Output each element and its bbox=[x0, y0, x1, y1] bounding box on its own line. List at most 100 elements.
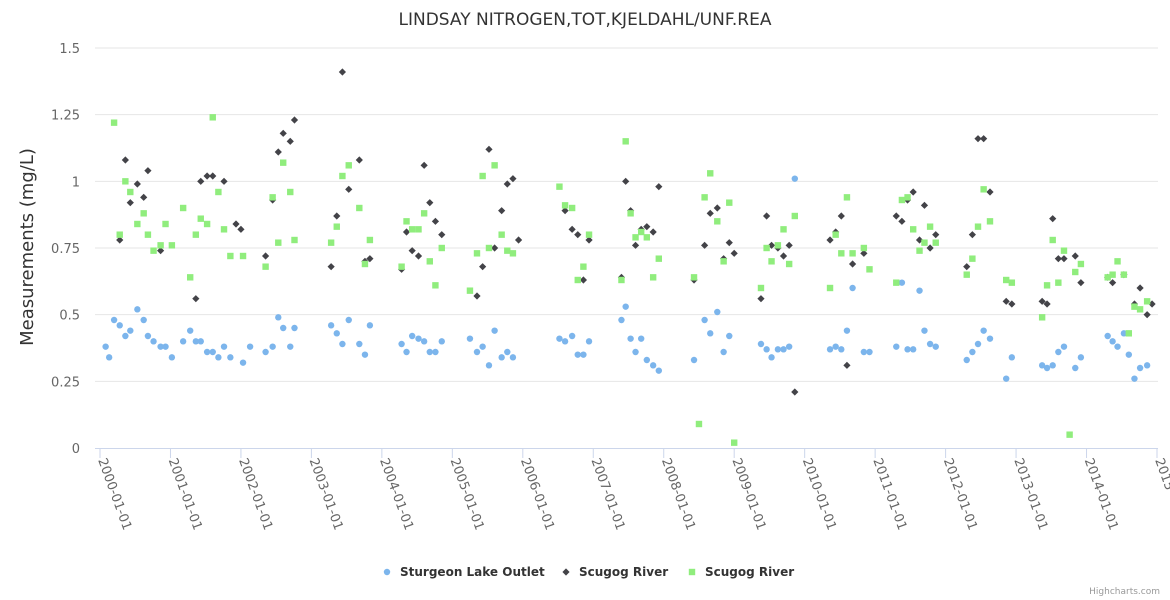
data-point bbox=[327, 263, 335, 271]
data-point bbox=[643, 234, 651, 241]
data-point bbox=[838, 346, 845, 353]
data-point bbox=[725, 239, 733, 247]
data-point bbox=[1054, 255, 1062, 263]
data-point bbox=[649, 362, 657, 369]
x-tick-label: 2001-01-01 bbox=[165, 456, 205, 532]
data-point bbox=[893, 279, 900, 286]
legend-marker bbox=[562, 568, 570, 576]
legend-item-1[interactable]: Sturgeon Lake Outlet bbox=[383, 565, 545, 579]
data-point bbox=[438, 338, 445, 345]
data-point bbox=[968, 231, 976, 239]
data-point bbox=[963, 271, 970, 278]
data-point bbox=[701, 194, 708, 201]
data-point bbox=[774, 346, 782, 353]
y-tick-label: 0.75 bbox=[51, 242, 80, 257]
data-point bbox=[986, 188, 994, 196]
data-point bbox=[150, 338, 157, 345]
data-point bbox=[1049, 236, 1056, 244]
data-point bbox=[473, 250, 481, 257]
data-point bbox=[498, 354, 505, 361]
data-point bbox=[763, 212, 771, 220]
data-point bbox=[866, 266, 873, 273]
data-point bbox=[637, 228, 645, 236]
data-point bbox=[826, 284, 834, 292]
data-point bbox=[361, 260, 369, 268]
data-point bbox=[1060, 343, 1068, 350]
data-point bbox=[220, 226, 228, 233]
data-point bbox=[909, 188, 917, 196]
data-point bbox=[1143, 362, 1151, 369]
data-point bbox=[290, 116, 299, 124]
data-point bbox=[568, 204, 576, 212]
data-point bbox=[127, 188, 134, 196]
data-point bbox=[1120, 330, 1128, 337]
data-point bbox=[491, 244, 499, 252]
data-point bbox=[345, 185, 353, 193]
data-point bbox=[701, 241, 709, 249]
x-tick-label: 2011-01-01 bbox=[869, 456, 909, 532]
data-point bbox=[274, 148, 282, 156]
data-point bbox=[1077, 354, 1085, 361]
data-point bbox=[168, 242, 176, 249]
data-point bbox=[116, 236, 124, 244]
x-tick-label: 2013-01-01 bbox=[1010, 456, 1050, 532]
data-point bbox=[339, 340, 346, 348]
y-tick-label: 1.25 bbox=[51, 109, 80, 124]
data-point bbox=[838, 250, 845, 257]
data-point bbox=[920, 201, 929, 209]
credits-link[interactable]: Highcharts.com bbox=[1089, 587, 1160, 597]
data-point bbox=[438, 244, 445, 252]
data-point bbox=[556, 335, 563, 342]
data-point bbox=[714, 308, 721, 316]
data-point bbox=[402, 228, 411, 236]
data-point bbox=[121, 156, 129, 164]
data-point bbox=[849, 284, 856, 292]
data-point bbox=[791, 212, 799, 220]
data-point bbox=[291, 324, 298, 332]
legend: Sturgeon Lake Outlet Scugog River Scugog R… bbox=[383, 565, 794, 579]
data-point bbox=[186, 274, 194, 281]
data-point bbox=[1131, 375, 1138, 382]
data-point bbox=[1008, 354, 1016, 361]
data-point bbox=[485, 362, 493, 369]
data-point bbox=[275, 239, 282, 246]
data-point bbox=[707, 330, 714, 337]
data-point bbox=[849, 250, 856, 257]
data-point bbox=[843, 361, 851, 369]
data-point bbox=[327, 322, 335, 329]
data-point bbox=[926, 223, 934, 230]
data-point bbox=[420, 210, 428, 217]
legend-label: Scugog River bbox=[705, 565, 794, 579]
data-point bbox=[356, 340, 363, 348]
data-point bbox=[1109, 279, 1117, 287]
data-point bbox=[720, 348, 727, 356]
legend-item-3[interactable]: Scugog River bbox=[688, 565, 794, 579]
data-point bbox=[134, 220, 141, 228]
data-point bbox=[509, 175, 517, 183]
data-point bbox=[568, 332, 576, 340]
data-point bbox=[585, 338, 593, 345]
data-point bbox=[893, 343, 900, 350]
data-point bbox=[126, 199, 134, 207]
data-point bbox=[1002, 297, 1010, 305]
data-point bbox=[491, 327, 498, 334]
data-point bbox=[785, 241, 793, 249]
data-point bbox=[1120, 271, 1128, 278]
data-point bbox=[1104, 274, 1111, 281]
data-point bbox=[767, 241, 776, 249]
legend-item-2[interactable]: Scugog River bbox=[562, 565, 668, 579]
data-point bbox=[203, 348, 211, 356]
data-point bbox=[345, 162, 352, 169]
y-tick-label: 0 bbox=[72, 442, 80, 457]
x-tick-label: 2008-01-01 bbox=[658, 456, 698, 532]
data-point bbox=[707, 170, 714, 177]
data-point bbox=[574, 351, 581, 358]
data-point bbox=[1060, 255, 1068, 263]
data-point bbox=[731, 439, 738, 446]
data-point bbox=[655, 183, 663, 191]
data-point bbox=[622, 303, 629, 310]
data-point bbox=[239, 252, 247, 260]
data-point bbox=[963, 356, 970, 364]
data-point bbox=[837, 212, 845, 220]
data-point bbox=[514, 236, 523, 244]
